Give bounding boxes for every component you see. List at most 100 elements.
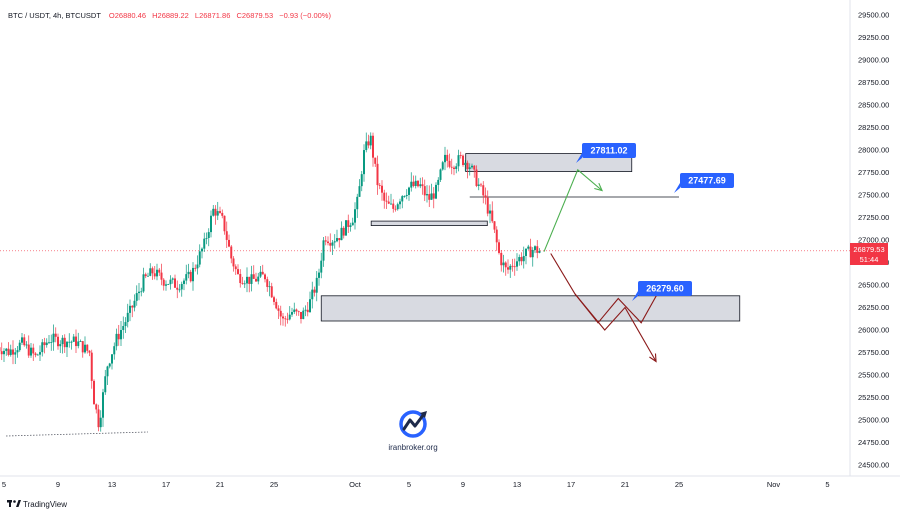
candle-body xyxy=(201,248,203,252)
bearish-alternate-arrow[interactable] xyxy=(574,293,657,362)
candle-body xyxy=(529,246,532,258)
support-trend-line[interactable] xyxy=(5,431,149,437)
candle-body xyxy=(165,284,167,286)
candle-body xyxy=(210,215,212,233)
candle-body xyxy=(372,135,374,158)
bearish-alternate-arrow-head xyxy=(649,353,657,363)
candle-body xyxy=(318,272,320,278)
bearish-scenario-arrow[interactable] xyxy=(550,253,664,324)
candle-body xyxy=(41,342,44,353)
candle-body xyxy=(390,203,392,205)
svg-text:BTC / USDT, 4h, BTCUSDT: BTC / USDT, 4h, BTCUSDT O26880.46 H26889… xyxy=(8,11,331,20)
candle-body xyxy=(270,286,273,298)
candle-body xyxy=(489,210,491,214)
candle-body xyxy=(288,314,291,320)
price-tick-label: 29000.00 xyxy=(858,56,889,65)
callout-target-high-label: 27811.02 xyxy=(590,146,627,156)
plot-area[interactable] xyxy=(0,0,850,476)
bullish-scenario-arrow[interactable] xyxy=(543,168,603,252)
zone-resistance[interactable] xyxy=(465,153,633,173)
candle-body xyxy=(450,166,453,168)
candle-body xyxy=(534,246,536,250)
time-tick-label: 5 xyxy=(2,480,6,489)
candle-body xyxy=(196,264,199,269)
price-axis[interactable]: 24500.00 24750.00 25000.00 25250.00 25500.00… xyxy=(858,11,889,470)
candle-body xyxy=(32,347,35,354)
candle-body xyxy=(257,276,260,282)
candle-body xyxy=(315,277,318,293)
price-tick-label: 25250.00 xyxy=(858,393,889,402)
candle-body xyxy=(498,242,500,253)
candle-body xyxy=(468,167,471,170)
zone-pivot[interactable] xyxy=(370,220,488,227)
candle-body xyxy=(129,305,131,313)
candle-body xyxy=(237,269,239,274)
candle-body xyxy=(383,192,386,201)
candle-body xyxy=(399,201,401,205)
candle-body xyxy=(3,350,5,355)
ohlc-low: L26871.86 xyxy=(195,11,230,20)
candle-body xyxy=(513,266,516,268)
candle-body xyxy=(279,310,282,317)
candle-body xyxy=(329,243,332,246)
candle-body xyxy=(293,309,296,313)
candle-body xyxy=(102,392,104,418)
candle-body xyxy=(410,181,413,188)
symbol-title: BTC / USDT, 4h, BTCUSDT xyxy=(8,11,101,20)
candle-body xyxy=(345,220,347,236)
time-axis[interactable]: 5 9 13 17 21 25 Oct 5 9 13 17 21 25 Nov 5 xyxy=(2,480,830,489)
price-tick-label: 26000.00 xyxy=(858,326,889,335)
candle-body xyxy=(437,179,440,185)
zone-support[interactable] xyxy=(320,295,741,322)
time-tick-label: 5 xyxy=(407,480,411,489)
candle-body xyxy=(178,289,181,291)
candle-body xyxy=(354,209,356,223)
candle-body xyxy=(522,255,525,262)
candle-body xyxy=(311,289,314,300)
candle-body xyxy=(304,309,307,311)
candle-body xyxy=(23,337,26,346)
candle-body xyxy=(333,241,336,243)
candle-body xyxy=(111,354,113,364)
candle-body xyxy=(169,279,172,285)
candle-body xyxy=(275,301,278,309)
price-tick-label: 28750.00 xyxy=(858,78,889,87)
candle-body xyxy=(174,278,176,288)
candle-body xyxy=(151,268,154,274)
time-tick-label: 17 xyxy=(162,480,170,489)
price-tick-label: 28500.00 xyxy=(858,101,889,110)
candle-body xyxy=(394,208,397,210)
candle-body xyxy=(340,227,343,241)
price-tick-label: 28250.00 xyxy=(858,123,889,132)
tradingview-label: TradingView xyxy=(23,500,67,509)
candle-body xyxy=(140,291,143,293)
candle-body xyxy=(266,279,269,287)
candle-body xyxy=(0,347,1,352)
candle-body xyxy=(106,366,109,377)
candle-body xyxy=(160,272,163,280)
time-tick-label: 9 xyxy=(461,480,465,489)
tradingview-brand[interactable]: TradingView xyxy=(7,500,67,509)
candle-body xyxy=(205,238,208,239)
candle-body xyxy=(207,232,210,239)
current-price-label: 26879.53 51:44 xyxy=(850,243,888,265)
candle-body xyxy=(84,344,86,353)
candle-body xyxy=(268,286,271,288)
callout-target-high[interactable]: 27811.02 xyxy=(576,143,636,163)
candle-body xyxy=(36,354,39,356)
iranbroker-logo-icon xyxy=(399,410,427,438)
candle-body xyxy=(378,185,381,186)
candle-body xyxy=(455,166,458,170)
candle-body xyxy=(471,165,473,168)
candle-body xyxy=(30,347,32,356)
callout-target-low-label: 26279.60 xyxy=(646,284,684,294)
candle-body xyxy=(70,341,73,343)
candle-body xyxy=(264,274,266,280)
candle-body xyxy=(72,336,75,342)
candle-body xyxy=(48,342,50,344)
callout-target-low[interactable]: 26279.60 xyxy=(632,281,692,301)
callout-target-mid[interactable]: 27477.69 xyxy=(674,173,734,193)
candle-body xyxy=(338,238,341,241)
watermark-text: iranbroker.org xyxy=(388,443,437,452)
